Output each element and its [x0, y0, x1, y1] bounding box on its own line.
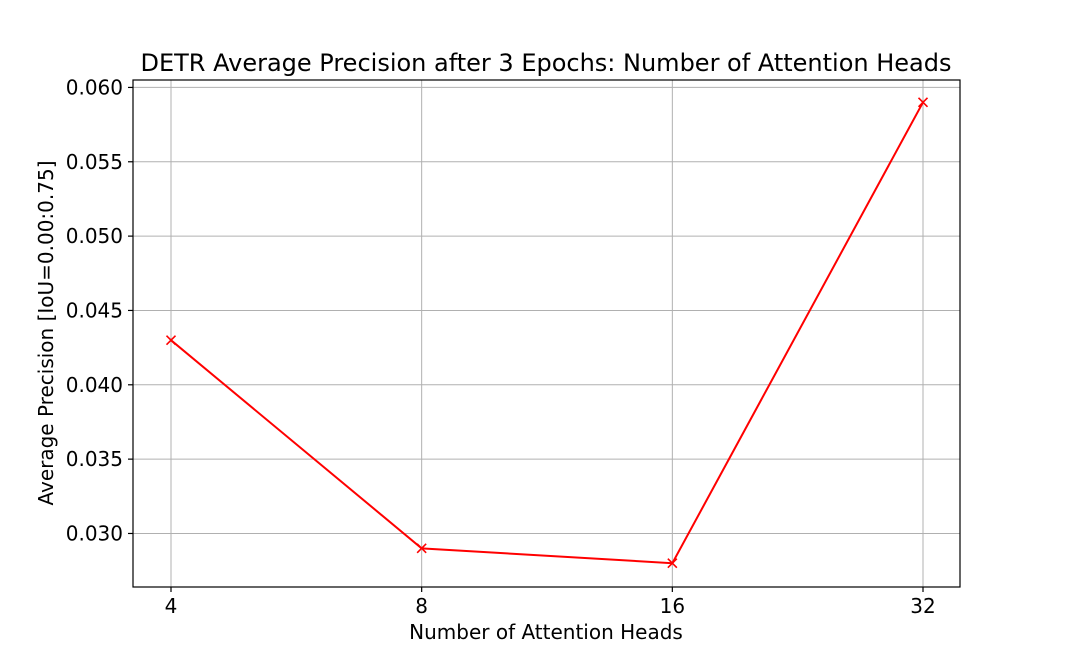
- data-point-marker: [667, 558, 678, 569]
- y-tick-label: 0.045: [66, 298, 123, 322]
- data-point-marker: [416, 543, 427, 554]
- y-axis-label: Average Precision [IoU=0.00:0.75]: [34, 160, 58, 505]
- x-axis-label: Number of Attention Heads: [409, 620, 683, 644]
- grid-lines: [133, 80, 960, 587]
- y-tick-label: 0.060: [66, 75, 123, 99]
- chart-title: DETR Average Precision after 3 Epochs: N…: [141, 49, 952, 77]
- x-tick-label: 32: [910, 594, 935, 618]
- x-tick-label: 8: [415, 594, 428, 618]
- series-line: [170, 101, 924, 565]
- y-tick-label: 0.055: [66, 150, 123, 174]
- plot-frame: [132, 79, 961, 588]
- x-tick-label: 16: [660, 594, 685, 618]
- data-point-marker: [165, 335, 177, 346]
- y-tick-label: 0.030: [66, 521, 123, 545]
- y-tick-label: 0.050: [66, 224, 123, 248]
- y-tick-label: 0.035: [66, 447, 123, 471]
- axis-ticks: 4 8 16 32 0.030 0.035 0.040 0.045 0.050 0.055 0.06…: [66, 75, 936, 618]
- x-tick-label: 4: [165, 594, 178, 618]
- y-tick-label: 0.040: [66, 373, 123, 397]
- data-point-marker: [917, 97, 929, 108]
- series: [165, 97, 929, 569]
